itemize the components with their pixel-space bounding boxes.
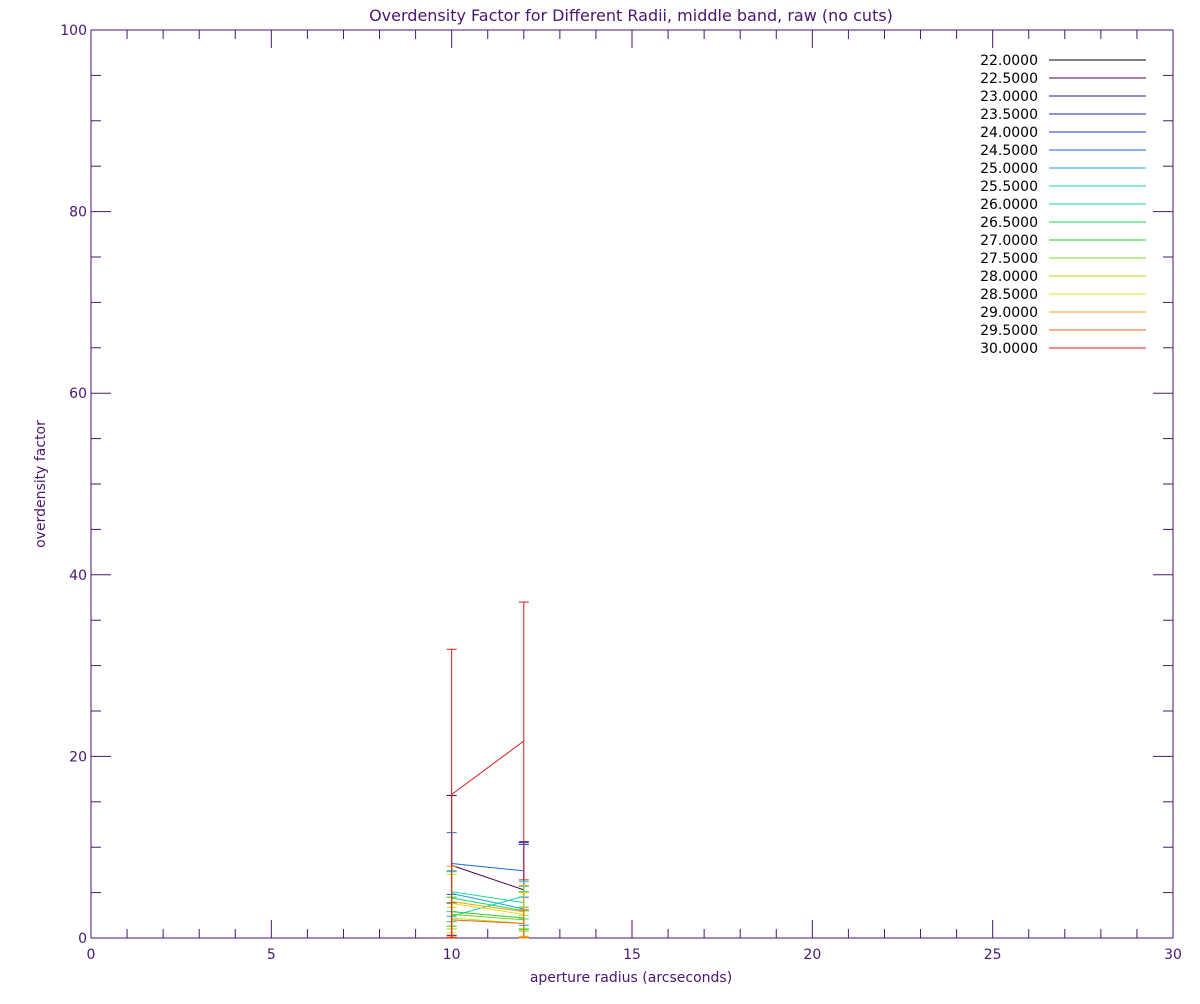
axis-ticks: [90, 29, 1174, 939]
series-line: [451, 864, 524, 891]
legend-label: 23.5000: [980, 107, 1038, 123]
series-line: [451, 863, 524, 872]
legend-label: 30.0000: [980, 341, 1038, 357]
x-tick-label: 0: [87, 947, 96, 963]
x-tick-label: 5: [267, 947, 276, 963]
series-28.5000: [446, 873, 529, 937]
data-series: [446, 601, 529, 939]
legend-label: 28.5000: [980, 287, 1038, 303]
y-tick-label: 60: [69, 386, 87, 402]
x-tick-label: 20: [803, 947, 821, 963]
legend-label: 24.5000: [980, 143, 1038, 159]
legend-label: 29.0000: [980, 305, 1038, 321]
x-tick-label: 10: [443, 947, 461, 963]
legend-label: 28.0000: [980, 269, 1038, 285]
y-tick-label: 20: [69, 749, 87, 765]
series-line: [451, 913, 524, 921]
x-tick-label: 30: [1164, 947, 1182, 963]
y-tick-label: 80: [69, 205, 87, 221]
series-line: [451, 893, 524, 910]
legend-label: 23.0000: [980, 89, 1038, 105]
legend: 22.0000 22.5000 23.0000 23.5000 24.0000 24.50…: [980, 53, 1146, 357]
legend-label: 27.5000: [980, 251, 1038, 267]
y-tick-label: 0: [78, 931, 87, 947]
legend-label: 25.5000: [980, 179, 1038, 195]
series-line: [451, 740, 525, 795]
series-line: [451, 901, 524, 913]
y-tick-label: 40: [69, 568, 87, 584]
legend-label: 26.0000: [980, 197, 1038, 213]
x-tick-label: 15: [623, 947, 641, 963]
legend-label: 24.0000: [980, 125, 1038, 141]
legend-label: 25.0000: [980, 161, 1038, 177]
y-tick-labels: 0 20 40 60 80 100: [60, 23, 87, 947]
chart-title: Overdensity Factor for Different Radii, …: [369, 6, 893, 25]
series-line: [451, 891, 524, 904]
series-line: [451, 911, 524, 919]
legend-label: 22.5000: [980, 71, 1038, 87]
legend-label: 27.0000: [980, 233, 1038, 249]
series-line: [451, 897, 524, 912]
series-29.0000: [446, 865, 529, 939]
series-line: [451, 903, 524, 915]
x-axis-label: aperture radius (arcseconds): [530, 970, 732, 986]
legend-label: 26.5000: [980, 215, 1038, 231]
legend-label: 22.0000: [980, 53, 1038, 69]
legend-label: 29.5000: [980, 323, 1038, 339]
y-axis-label: overdensity factor: [33, 420, 49, 548]
series-line: [451, 919, 524, 924]
y-tick-label: 100: [60, 23, 87, 39]
series-30.0000: [446, 601, 529, 939]
x-tick-label: 25: [984, 947, 1002, 963]
x-tick-labels: 0 5 10 15 20 25 30: [87, 947, 1182, 963]
